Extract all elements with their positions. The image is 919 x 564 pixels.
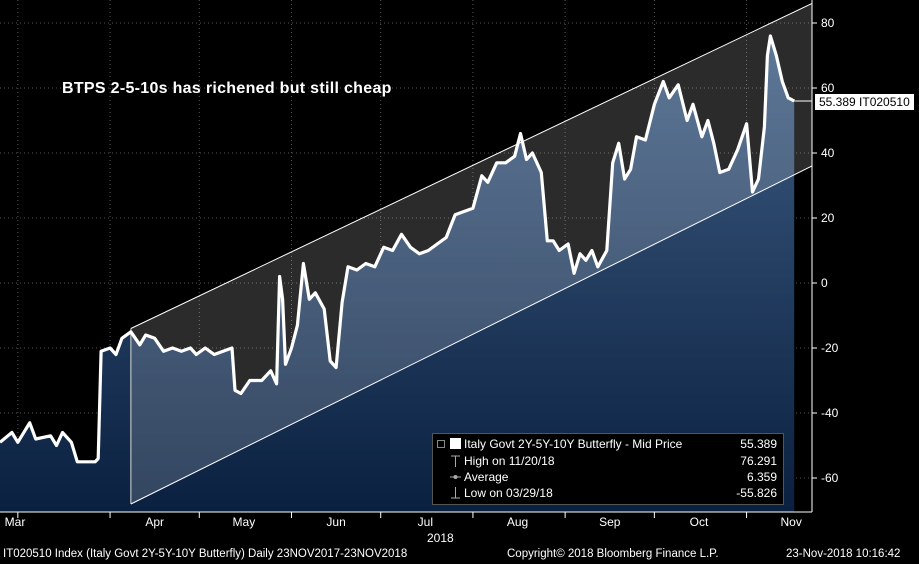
legend-average-label: Average (464, 470, 509, 484)
legend-series-value: 55.389 (740, 437, 777, 451)
last-value-tag: 55.389 IT020510 (815, 94, 914, 110)
chart-title: BTPS 2-5-10s has richened but still chea… (62, 80, 392, 97)
x-tick-label: May (233, 515, 256, 529)
legend-high-label: High on 11/20/18 (464, 454, 555, 468)
channel-layer (130, 3, 812, 505)
x-year-label: 2018 (427, 531, 454, 545)
y-tick-label: 20 (821, 211, 835, 225)
legend-low-row: Low on 03/29/18 -55.826 (433, 485, 783, 501)
y-tick-label: 0 (821, 276, 828, 290)
legend-low-value: -55.826 (736, 486, 777, 500)
high-marker-icon (450, 455, 461, 467)
axes (0, 0, 813, 513)
x-tick-label: Sep (599, 515, 621, 529)
legend-high-row: High on 11/20/18 76.291 (433, 453, 783, 469)
channel-band (130, 3, 812, 504)
average-marker-icon (450, 471, 461, 482)
footer-bar: IT020510 Index (Italy Govt 2Y-5Y-10Y But… (0, 546, 919, 564)
legend-average-row: Average 6.359 (433, 469, 783, 485)
x-tick-label: Jul (418, 515, 433, 529)
y-tick-label: 80 (821, 16, 835, 30)
y-axis-ticks: 80 60 40 20 0 -20 -40 -60 (812, 16, 839, 485)
series-swatch-icon (450, 438, 461, 449)
y-tick-label: 60 (821, 81, 835, 95)
legend-high-value: 76.291 (740, 454, 777, 468)
collapse-toggle-icon[interactable] (437, 440, 445, 448)
low-marker-icon (450, 487, 461, 499)
y-tick-label: -20 (821, 341, 839, 355)
x-tick-label: Nov (781, 515, 802, 529)
series-area-fill (0, 36, 795, 512)
series-line-layer (0, 34, 795, 464)
y-tick-label: -60 (821, 471, 839, 485)
series-line (0, 34, 795, 464)
x-tick-label: Aug (507, 515, 528, 529)
channel-lower-line (130, 165, 812, 505)
x-tick-label: Apr (145, 515, 164, 529)
y-tick-label: 40 (821, 146, 835, 160)
legend-box[interactable]: Italy Govt 2Y-5Y-10Y Butterfly - Mid Pri… (432, 433, 784, 505)
legend-series-row[interactable]: Italy Govt 2Y-5Y-10Y Butterfly - Mid Pri… (433, 436, 783, 452)
area-fill-layer (0, 36, 795, 512)
legend-series-label: Italy Govt 2Y-5Y-10Y Butterfly - Mid Pri… (464, 437, 683, 451)
legend-low-label: Low on 03/29/18 (464, 486, 553, 500)
footer-timestamp: 23-Nov-2018 10:16:42 (786, 548, 901, 560)
channel-upper-line (130, 3, 812, 329)
x-tick-label: Jun (326, 515, 345, 529)
x-tick-label: Mar (5, 515, 26, 529)
legend-average-value: 6.359 (746, 470, 777, 484)
footer-security-info: IT020510 Index (Italy Govt 2Y-5Y-10Y But… (3, 548, 408, 560)
x-tick-label: Oct (690, 515, 709, 529)
x-axis-ticks: Mar Apr May Jun Jul Aug Sep Oct Nov 2018 (5, 512, 802, 545)
y-tick-label: -40 (821, 406, 839, 420)
footer-copyright: Copyright© 2018 Bloomberg Finance L.P. (507, 548, 719, 560)
